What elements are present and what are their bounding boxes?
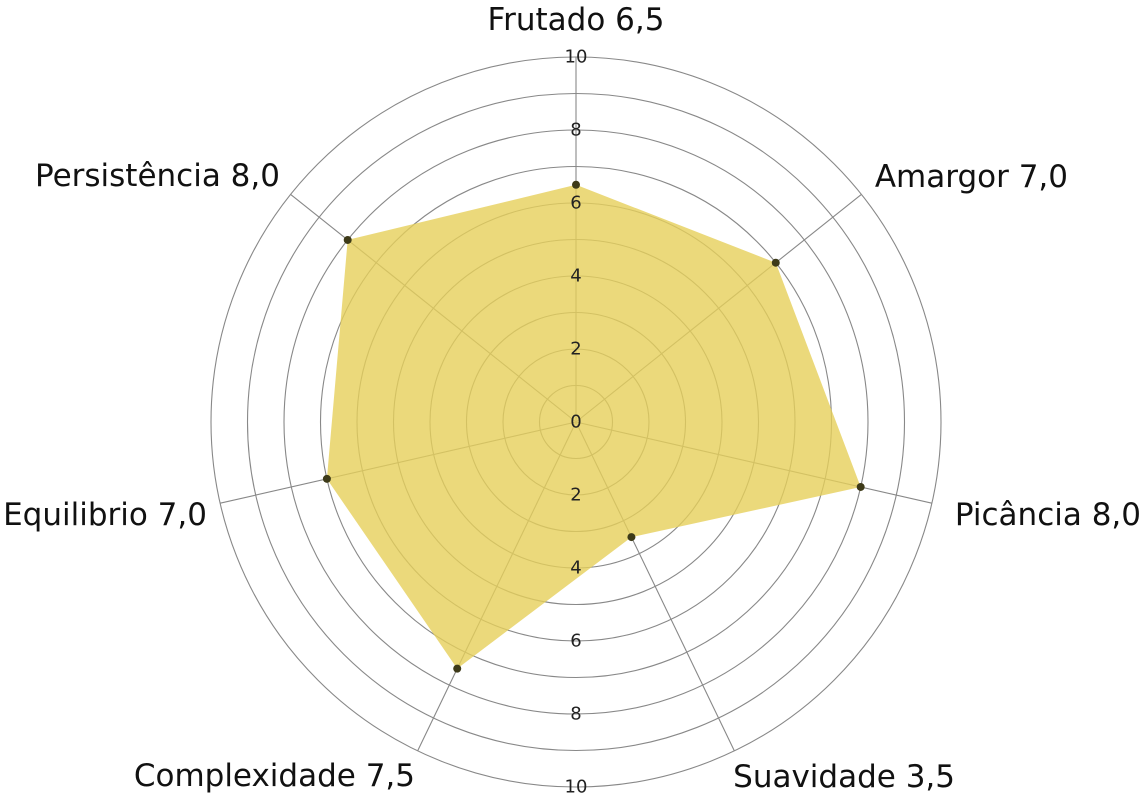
data-point-equilibrio: [322, 474, 331, 483]
tick-label: 8: [570, 120, 581, 141]
axis-label-equilibrio: Equilibrio 7,0: [3, 497, 207, 533]
axis-label-amargor: Amargor 7,0: [875, 159, 1068, 195]
axis-label-picância: Picância 8,0: [955, 497, 1141, 533]
radial-tick-labels: 0 2 4 6 8 10 2 4 6 8 10: [565, 47, 588, 798]
axis-labels: Frutado 6,5 Amargor 7,0 Picância 8,0 Suavid…: [3, 2, 1141, 795]
tick-label: 10: [565, 47, 588, 68]
data-point-complexidade: [453, 664, 462, 673]
axis-label-persistência: Persistência 8,0: [35, 158, 280, 194]
tick-label: 4: [570, 266, 581, 287]
data-point-suavidade: [627, 533, 636, 542]
tick-label: 4: [570, 558, 581, 579]
radar-points: [322, 180, 865, 673]
tick-label: 6: [570, 631, 581, 652]
tick-label: 2: [570, 485, 581, 506]
axis-label-frutado: Frutado 6,5: [488, 2, 665, 38]
tick-label: 0: [570, 412, 581, 433]
radar-area: [326, 184, 861, 669]
data-point-picância: [856, 482, 865, 491]
data-point-persistência: [343, 235, 352, 244]
tick-label: 6: [570, 193, 581, 214]
data-point-frutado: [572, 180, 580, 189]
tick-label: 8: [570, 704, 581, 725]
axis-label-suavidade: Suavidade 3,5: [733, 759, 955, 795]
tick-label: 2: [570, 339, 581, 360]
tick-label: 10: [565, 777, 588, 798]
axis-label-complexidade: Complexidade 7,5: [134, 758, 415, 794]
value-area: [326, 184, 861, 669]
data-point-amargor: [771, 258, 780, 267]
